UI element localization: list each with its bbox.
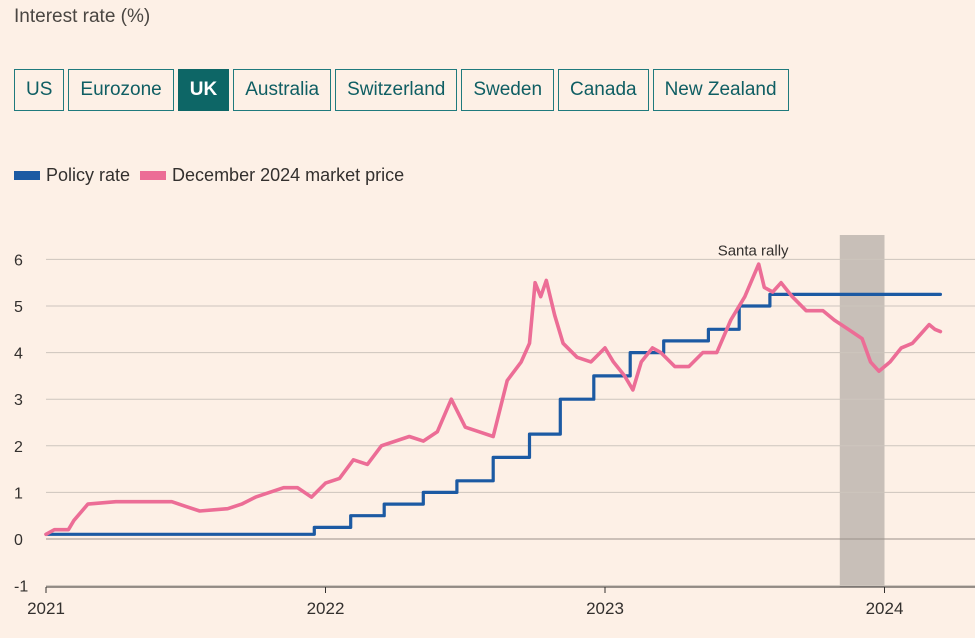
tab-eurozone[interactable]: Eurozone [68,69,174,111]
tab-uk[interactable]: UK [177,69,230,111]
shaded-region [839,235,885,587]
y-tick-label: 5 [14,299,23,316]
y-tick-label: -1 [14,579,28,596]
chart-legend: Policy rate December 2024 market price [14,165,414,186]
y-tick-label: 2 [14,439,23,456]
tab-canada[interactable]: Canada [558,69,649,111]
y-tick-label: 4 [14,346,23,363]
x-tick-label: 2022 [307,599,345,618]
y-tick-label: 3 [14,392,23,409]
region-tabs: US Eurozone UK Australia Switzerland Swe… [14,69,789,111]
x-tick-label: 2023 [586,599,624,618]
tab-us[interactable]: US [14,69,65,111]
series-line-market-price [44,262,943,537]
legend-label-policy: Policy rate [46,165,131,185]
tab-new-zealand[interactable]: New Zealand [652,69,789,111]
legend-swatch-policy [14,171,40,180]
legend-item-market: December 2024 market price [140,165,404,186]
y-tick-label: 0 [14,532,23,549]
chart-title: Interest rate (%) [14,6,151,27]
legend-item-policy: Policy rate [14,165,130,186]
y-tick-label: 1 [14,485,23,502]
tab-australia[interactable]: Australia [233,69,332,111]
tab-sweden[interactable]: Sweden [461,69,555,111]
x-tick-label: 2021 [27,599,65,618]
series-line-policy-rate [44,292,942,536]
annotation-label: Santa rally [718,242,789,259]
legend-label-market: December 2024 market price [172,165,405,185]
tab-switzerland[interactable]: Switzerland [335,69,458,111]
x-tick-label: 2024 [866,599,904,618]
legend-swatch-market [140,171,167,180]
y-tick-label: 6 [14,252,23,269]
